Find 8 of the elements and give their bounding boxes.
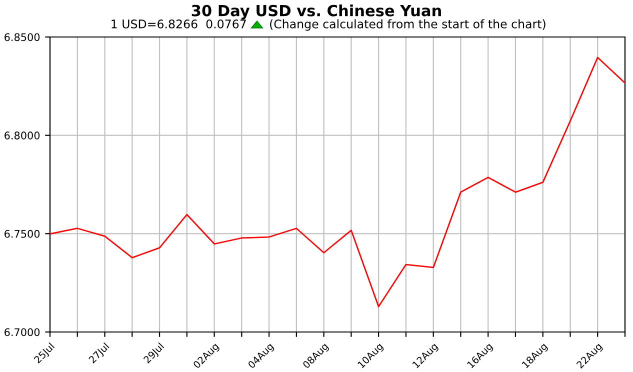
line-series	[50, 56, 625, 308]
text: (Change calculated from the start of the chart)	[270, 19, 546, 31]
y-tick-label: 6.8500	[4, 33, 40, 42]
y-tick-label: 6.7000	[4, 328, 40, 336]
y-tick-label: 6.8000	[4, 132, 40, 140]
chart-subtitle: 1 USD=6.8266 0.0767	[112, 19, 246, 28]
chart-title: 30 Day USD vs. Chinese Yuan	[192, 4, 441, 20]
y-tick-label: 6.7500	[4, 230, 40, 238]
